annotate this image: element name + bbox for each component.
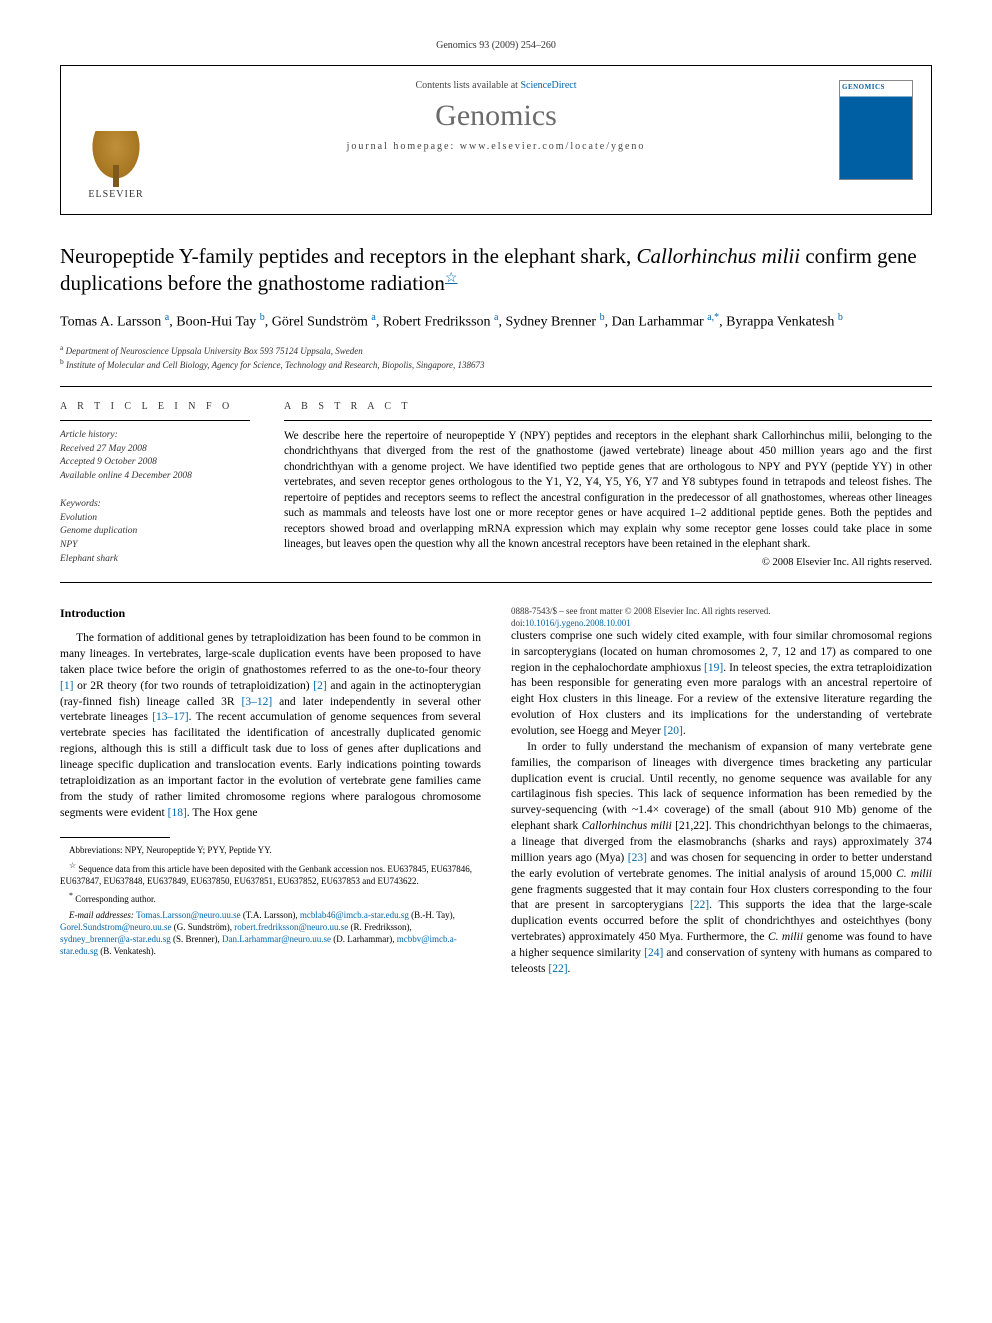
keyword-item: Evolution bbox=[60, 512, 250, 526]
copyright: © 2008 Elsevier Inc. All rights reserved… bbox=[284, 557, 932, 568]
contents-prefix: Contents lists available at bbox=[415, 80, 520, 91]
keyword-item: Genome duplication bbox=[60, 525, 250, 539]
body-two-columns: Introduction The formation of additional… bbox=[60, 605, 932, 978]
keywords-block: Keywords: EvolutionGenome duplicationNPY… bbox=[60, 498, 250, 567]
email-link[interactable]: Dan.Larhammar@neuro.uu.se bbox=[222, 934, 331, 944]
homepage-line: journal homepage: www.elsevier.com/locat… bbox=[79, 141, 913, 152]
doi-link[interactable]: 10.1016/j.ygeno.2008.10.001 bbox=[525, 618, 631, 628]
footnote-sequence: ☆ Sequence data from this article have b… bbox=[60, 861, 481, 887]
article-info-column: A R T I C L E I N F O Article history: R… bbox=[60, 401, 250, 568]
title-species: Callorhinchus milii bbox=[637, 244, 801, 268]
affiliation-a: a Department of Neuroscience Uppsala Uni… bbox=[60, 343, 932, 358]
authors: Tomas A. Larsson a, Boon-Hui Tay b, Göre… bbox=[60, 311, 932, 333]
citation-link[interactable]: [24] bbox=[644, 947, 663, 959]
history-label: Article history: bbox=[60, 429, 250, 443]
title-footnote-star[interactable]: ☆ bbox=[445, 271, 458, 286]
footnote-separator bbox=[60, 837, 170, 838]
journal-name: Genomics bbox=[79, 99, 913, 133]
page-footer: 0888-7543/$ – see front matter © 2008 El… bbox=[511, 605, 932, 629]
issn-line: 0888-7543/$ – see front matter © 2008 El… bbox=[511, 605, 932, 617]
elsevier-word: ELSEVIER bbox=[88, 189, 143, 200]
footnote-abbrev: Abbreviations: NPY, Neuropeptide Y; PYY,… bbox=[60, 844, 481, 856]
citation-link[interactable]: [1] bbox=[60, 680, 73, 692]
title-pre: Neuropeptide Y-family peptides and recep… bbox=[60, 244, 637, 268]
intro-para-3: In order to fully understand the mechani… bbox=[511, 740, 932, 978]
info-rule bbox=[60, 420, 250, 421]
citation-link[interactable]: [22] bbox=[548, 963, 567, 975]
citation-link[interactable]: [13–17] bbox=[152, 711, 188, 723]
homepage-url: www.elsevier.com/locate/ygeno bbox=[460, 141, 646, 152]
homepage-prefix: journal homepage: bbox=[347, 141, 460, 152]
footnotes: Abbreviations: NPY, Neuropeptide Y; PYY,… bbox=[60, 844, 481, 957]
elsevier-logo: ELSEVIER bbox=[79, 120, 153, 200]
email-link[interactable]: Gorel.Sundstrom@neuro.uu.se bbox=[60, 922, 172, 932]
doi-line: doi:10.1016/j.ygeno.2008.10.001 bbox=[511, 617, 932, 629]
keywords-label: Keywords: bbox=[60, 498, 250, 512]
email-link[interactable]: robert.fredriksson@neuro.uu.se bbox=[234, 922, 348, 932]
journal-cover-thumb: GENOMICS bbox=[839, 80, 913, 180]
abstract-label: A B S T R A C T bbox=[284, 401, 932, 412]
footnote-emails: E-mail addresses: Tomas.Larsson@neuro.uu… bbox=[60, 909, 481, 958]
intro-para-1: The formation of additional genes by tet… bbox=[60, 631, 481, 821]
citation-link[interactable]: [2] bbox=[313, 680, 326, 692]
citation-link[interactable]: [18] bbox=[168, 807, 187, 819]
cover-label: GENOMICS bbox=[842, 83, 885, 91]
keyword-item: Elephant shark bbox=[60, 553, 250, 567]
journal-header: ELSEVIER GENOMICS Contents lists availab… bbox=[60, 65, 932, 215]
abs-rule bbox=[284, 420, 932, 421]
email-link[interactable]: mcblab46@imcb.a-star.edu.sg bbox=[300, 910, 409, 920]
rule-bottom bbox=[60, 582, 932, 583]
affiliation-b: b Institute of Molecular and Cell Biolog… bbox=[60, 357, 932, 372]
email-link[interactable]: sydney_brenner@a-star.edu.sg bbox=[60, 934, 171, 944]
citation-link[interactable]: [19] bbox=[704, 662, 723, 674]
sciencedirect-link[interactable]: ScienceDirect bbox=[520, 80, 576, 91]
elsevier-tree-icon bbox=[86, 131, 146, 187]
affiliations: a Department of Neuroscience Uppsala Uni… bbox=[60, 343, 932, 372]
running-head: Genomics 93 (2009) 254–260 bbox=[60, 40, 932, 51]
citation-link[interactable]: [3–12] bbox=[241, 696, 272, 708]
introduction-heading: Introduction bbox=[60, 605, 481, 622]
rule-top bbox=[60, 386, 932, 387]
article-history: Article history: Received 27 May 2008 Ac… bbox=[60, 429, 250, 484]
contents-line: Contents lists available at ScienceDirec… bbox=[79, 80, 913, 91]
abstract-column: A B S T R A C T We describe here the rep… bbox=[284, 401, 932, 568]
article-title: Neuropeptide Y-family peptides and recep… bbox=[60, 243, 932, 297]
citation-link[interactable]: [23] bbox=[628, 852, 647, 864]
article-info-label: A R T I C L E I N F O bbox=[60, 401, 250, 412]
footnote-corresponding: * Corresponding author. bbox=[60, 891, 481, 905]
abstract-text: We describe here the repertoire of neuro… bbox=[284, 429, 932, 553]
email-link[interactable]: Tomas.Larsson@neuro.uu.se bbox=[136, 910, 240, 920]
citation-link[interactable]: [20] bbox=[664, 725, 683, 737]
citation-link[interactable]: [22] bbox=[690, 899, 709, 911]
history-accepted: Accepted 9 October 2008 bbox=[60, 456, 250, 470]
history-received: Received 27 May 2008 bbox=[60, 443, 250, 457]
keyword-item: NPY bbox=[60, 539, 250, 553]
history-online: Available online 4 December 2008 bbox=[60, 470, 250, 484]
intro-para-2: clusters comprise one such widely cited … bbox=[511, 629, 932, 740]
